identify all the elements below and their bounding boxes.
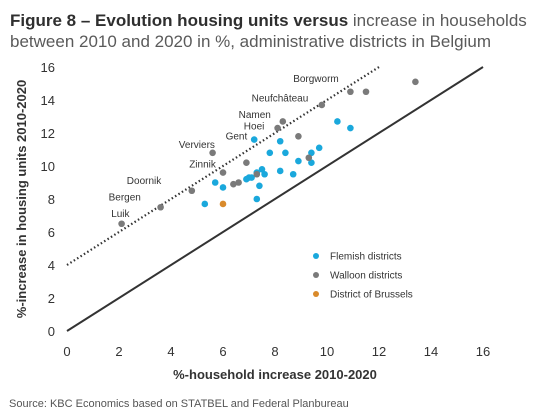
data-point — [276, 137, 284, 145]
data-point — [253, 195, 261, 203]
data-point — [188, 187, 196, 195]
point-label: Neufchâteau — [252, 94, 309, 105]
x-tick-label: 6 — [219, 344, 226, 359]
data-point — [219, 184, 227, 191]
data-point — [295, 133, 302, 140]
x-tick-label: 12 — [372, 344, 386, 359]
chart-title: Figure 8 – Evolution housing units versu… — [10, 10, 538, 52]
data-point — [118, 220, 125, 228]
point-label: Doornik — [127, 176, 162, 187]
data-point — [248, 174, 255, 181]
data-point — [334, 118, 341, 125]
point-label: Verviers — [179, 140, 215, 151]
legend-label: Flemish districts — [330, 252, 402, 263]
y-tick-label: 6 — [48, 225, 55, 240]
point-label: Zinnik — [189, 160, 217, 171]
data-point — [274, 124, 281, 132]
legend-marker — [313, 253, 319, 259]
data-point — [253, 170, 261, 178]
point-label: Bergen — [109, 193, 141, 204]
diagonal-line — [66, 66, 484, 332]
y-tick-label: 0 — [48, 324, 55, 339]
data-point — [289, 170, 297, 178]
x-tick-label: 8 — [271, 344, 278, 359]
x-tick-label: 4 — [167, 344, 174, 359]
data-point — [282, 149, 289, 157]
legend-marker — [313, 272, 319, 278]
source-note: Source: KBC Economics based on STATBEL a… — [9, 398, 349, 410]
data-point — [308, 159, 315, 166]
y-tick-label: 2 — [48, 291, 55, 306]
x-tick-label: 14 — [424, 344, 438, 359]
point-label: Borgworm — [293, 74, 339, 85]
y-tick-label: 8 — [48, 192, 55, 207]
point-label: Luik — [111, 209, 130, 220]
point-label: Gent — [226, 132, 248, 143]
data-point — [250, 136, 258, 143]
data-point — [219, 200, 227, 208]
x-tick-label: 16 — [476, 344, 490, 359]
data-point — [318, 101, 326, 109]
data-point — [276, 167, 284, 175]
legend-marker — [313, 291, 319, 297]
data-point — [219, 169, 227, 176]
data-point — [201, 200, 209, 208]
data-point — [256, 182, 263, 190]
y-tick-label: 12 — [41, 126, 55, 141]
x-tick-label: 2 — [115, 344, 122, 359]
y-tick-label: 10 — [41, 159, 55, 174]
x-tick-label: 10 — [320, 344, 334, 359]
y-tick-label: 4 — [48, 258, 55, 273]
title-rest: increase in households between 2010 and … — [10, 11, 527, 51]
data-point — [266, 149, 274, 157]
data-point — [295, 157, 302, 165]
data-point — [243, 159, 250, 166]
dotted-reference-line — [66, 66, 380, 266]
data-point — [305, 154, 313, 162]
x-tick-label: 0 — [63, 344, 70, 359]
legend-label: District of Brussels — [330, 290, 413, 301]
data-point — [412, 78, 419, 86]
x-axis-title: %-household increase 2010-2020 — [173, 367, 377, 382]
data-point — [209, 149, 216, 157]
y-tick-label: 16 — [41, 60, 55, 75]
data-point — [258, 166, 266, 173]
data-point — [315, 144, 323, 152]
data-point — [230, 180, 237, 188]
y-axis-title: %-increase in housing units 2010-2020 — [14, 80, 29, 318]
plot-area: 0 2 4 6 8 10 12 14 16 0 2 4 6 8 10 12 14 16 %-household in… — [14, 60, 490, 382]
data-point — [157, 203, 164, 211]
data-point — [362, 88, 370, 96]
point-label: Namen — [239, 110, 271, 121]
point-label: Hoei — [244, 122, 265, 133]
legend-label: Walloon districts — [330, 271, 402, 282]
data-point — [235, 179, 242, 186]
data-point — [279, 118, 287, 125]
title-bold: Figure 8 – Evolution housing units versu… — [10, 11, 349, 30]
data-point — [261, 170, 268, 178]
data-point — [211, 179, 219, 186]
data-point — [308, 149, 315, 157]
data-point — [347, 124, 354, 132]
y-tick-label: 14 — [41, 93, 55, 108]
data-point — [347, 88, 354, 96]
